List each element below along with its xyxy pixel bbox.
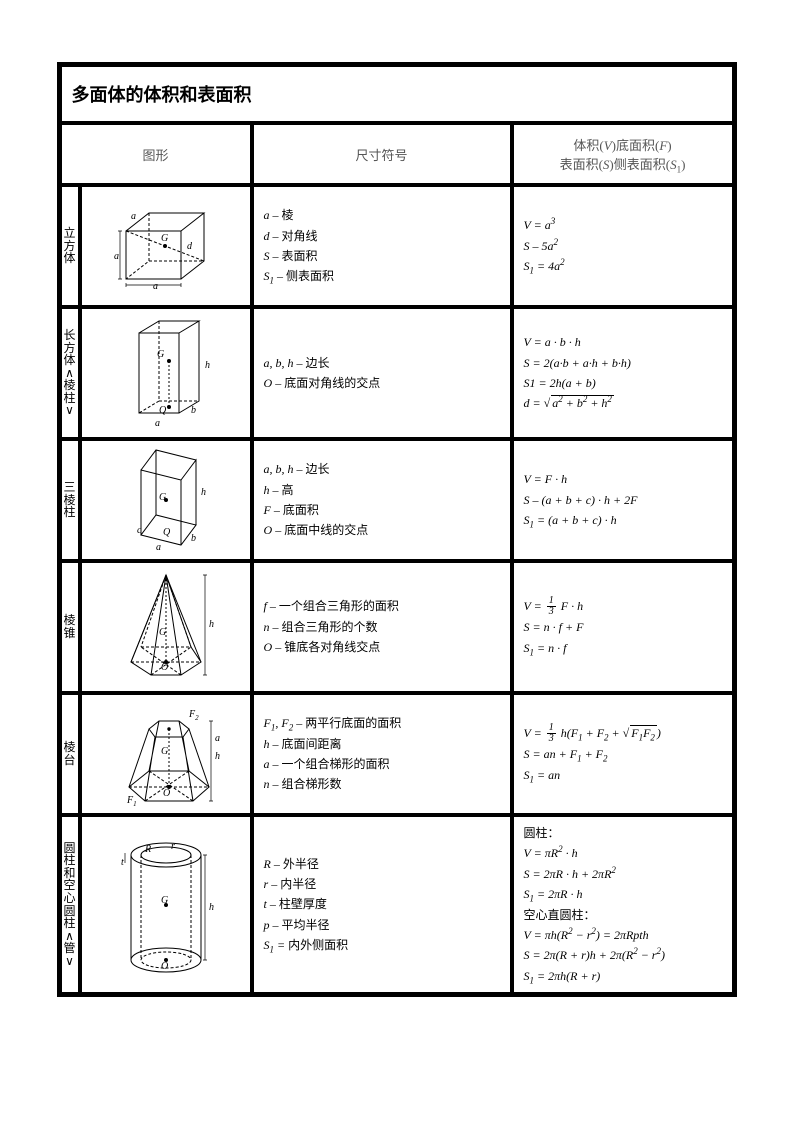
table-row: 立方体 a a a G d xyxy=(61,186,733,306)
page-title: 多面体的体积和表面积 xyxy=(61,66,733,122)
svg-text:G: G xyxy=(159,492,166,503)
svg-text:G: G xyxy=(161,746,168,757)
svg-text:O: O xyxy=(163,788,170,799)
svg-text:a: a xyxy=(153,281,158,291)
svg-text:d: d xyxy=(187,241,193,252)
svg-text:G: G xyxy=(157,349,164,360)
shape-cylinder: G O R r t h xyxy=(81,816,251,993)
table-row: 圆柱和空心圆柱∧管∨ G O R r xyxy=(61,816,733,993)
symbols-cube: a – 棱 d – 对角线 S – 表面积 S1 – 侧表面积 xyxy=(253,186,511,306)
formulas-triprism: V = F · h S – (a + b + c) · h + 2F S1 = … xyxy=(513,440,733,560)
svg-text:R: R xyxy=(144,844,151,855)
table-row: 长方体∧棱柱∨ a b h G Q xyxy=(61,308,733,438)
formulas-frustum: V = 13 h(F1 + F2 + √F1F2) S = an + F1 + … xyxy=(513,694,733,814)
symbols-frustum: F1, F2 – 两平行底面的面积 h – 底面间距离 a – 一个组合梯形的面… xyxy=(253,694,511,814)
row-label-frustum: 棱台 xyxy=(61,694,79,814)
svg-text:r: r xyxy=(171,841,175,852)
svg-text:h: h xyxy=(215,751,220,762)
row-label-pyramid: 棱锥 xyxy=(61,562,79,692)
svg-text:t: t xyxy=(121,857,124,868)
shape-cuboid: a b h G Q xyxy=(81,308,251,438)
svg-text:c: c xyxy=(137,525,142,536)
svg-text:a: a xyxy=(131,211,136,222)
formulas-cube: V = a3 S – 5a2 S1 = 4a2 xyxy=(513,186,733,306)
symbols-pyramid: f – 一个组合三角形的面积 n – 组合三角形的个数 O – 锥底各对角线交点 xyxy=(253,562,511,692)
svg-text:O: O xyxy=(161,961,168,972)
svg-text:a: a xyxy=(156,542,161,553)
svg-text:G: G xyxy=(161,233,168,244)
row-label-cuboid: 长方体∧棱柱∨ xyxy=(61,308,79,438)
row-label-triprism: 三棱柱 xyxy=(61,440,79,560)
formulas-cylinder: 圆柱： V = πR2 · h S = 2πR · h + 2πR2 S1 = … xyxy=(513,816,733,993)
formulas-pyramid: V = 13 F · h S = n · f + F S1 = n · f xyxy=(513,562,733,692)
svg-text:Q: Q xyxy=(163,527,171,538)
svg-text:h: h xyxy=(201,487,206,498)
svg-text:a: a xyxy=(155,418,160,429)
svg-text:F1: F1 xyxy=(126,795,137,808)
svg-text:a: a xyxy=(114,251,119,262)
formulas-cuboid: V = a · b · h S = 2(a·b + a·h + b·h) S1 … xyxy=(513,308,733,438)
header-shape: 图形 xyxy=(61,124,251,184)
svg-text:h: h xyxy=(209,902,214,913)
header-symbols: 尺寸符号 xyxy=(253,124,511,184)
symbols-cylinder: R – 外半径 r – 内半径 t – 柱壁厚度 p – 平均半径 S1 = 内… xyxy=(253,816,511,993)
symbols-cuboid: a, b, h – 边长 O – 底面对角线的交点 xyxy=(253,308,511,438)
shape-frustum: G O F2 F1 h a xyxy=(81,694,251,814)
table-row: 棱台 G O F2 F1 h xyxy=(61,694,733,814)
symbols-triprism: a, b, h – 边长 h – 高 F – 底面积 O – 底面中线的交点 xyxy=(253,440,511,560)
row-label-cube: 立方体 xyxy=(61,186,79,306)
table-row: 三棱柱 a b c h G Q a, xyxy=(61,440,733,560)
svg-text:G: G xyxy=(161,895,168,906)
shape-triprism: a b c h G Q xyxy=(81,440,251,560)
svg-text:h: h xyxy=(209,619,214,630)
geometry-table: 多面体的体积和表面积 图形 尺寸符号 体积(V)底面积(F)表面积(S)侧表面积… xyxy=(57,62,737,997)
svg-text:h: h xyxy=(205,360,210,371)
svg-text:b: b xyxy=(191,405,196,416)
shape-cube: a a a G d xyxy=(81,186,251,306)
svg-text:a: a xyxy=(215,733,220,744)
row-label-cylinder: 圆柱和空心圆柱∧管∨ xyxy=(61,816,79,993)
svg-text:Q: Q xyxy=(159,405,167,416)
svg-text:G: G xyxy=(159,627,166,638)
svg-text:b: b xyxy=(191,533,196,544)
shape-pyramid: G O h xyxy=(81,562,251,692)
svg-text:F2: F2 xyxy=(188,709,199,722)
table-row: 棱锥 G O h xyxy=(61,562,733,692)
svg-text:O: O xyxy=(161,662,168,673)
header-formulas: 体积(V)底面积(F)表面积(S)侧表面积(S1) xyxy=(513,124,733,184)
